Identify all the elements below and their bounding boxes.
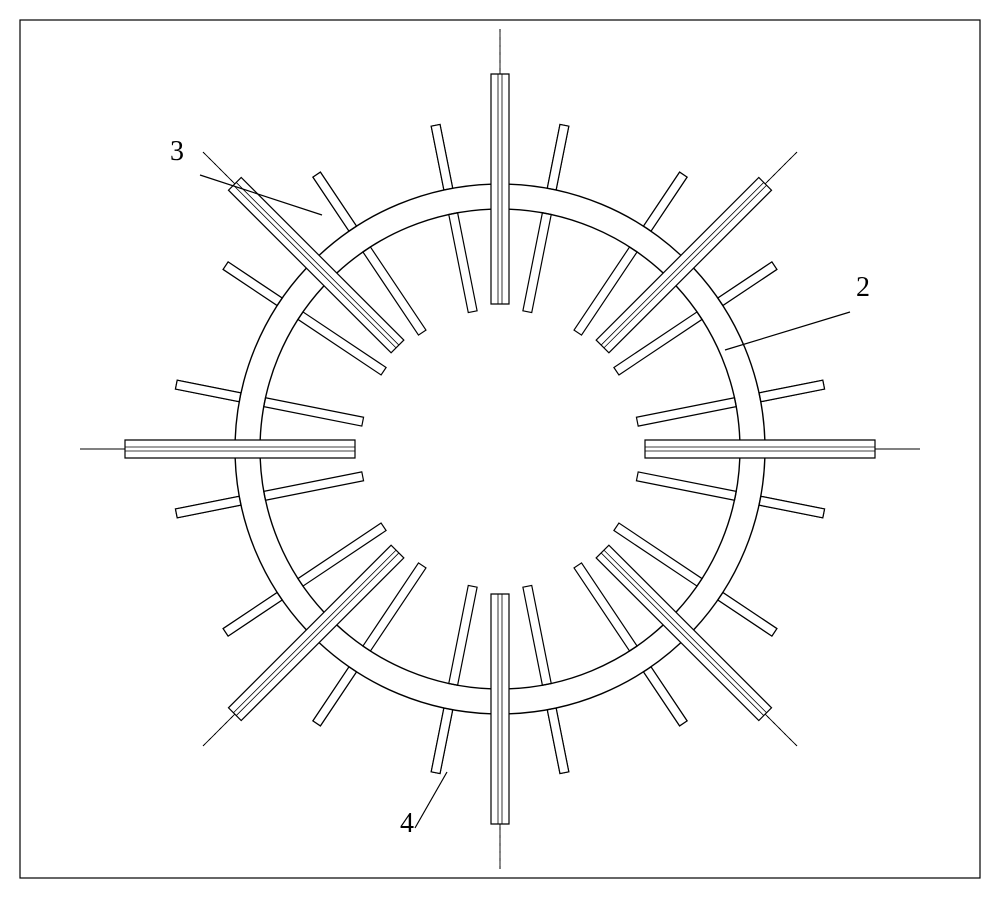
callout-label-2: 2: [856, 272, 870, 303]
leader-line: [415, 772, 447, 828]
spoke-thin-outer: [223, 592, 282, 636]
spoke-thin-outer: [643, 172, 687, 231]
spoke-thin-outer: [431, 708, 453, 774]
callout-label-3: 3: [170, 136, 184, 167]
spoke-thin-outer: [223, 262, 282, 306]
spoke-wide: [125, 440, 355, 458]
spoke-thin-outer: [547, 124, 569, 190]
spoke-thin-outer: [759, 380, 825, 402]
spoke-wide: [645, 440, 875, 458]
spoke-thin-outer: [547, 708, 569, 774]
spoke-wide: [491, 594, 509, 824]
diagram-stage: 3 2 4: [0, 0, 1000, 898]
spoke-thin-outer: [643, 667, 687, 726]
spoke-thin-outer: [759, 496, 825, 518]
diagram-svg: 3 2 4: [0, 0, 1000, 898]
spoke-thin-outer: [718, 592, 777, 636]
spoke-thin-outer: [313, 667, 357, 726]
leader-line: [725, 312, 850, 350]
callout-label-4: 4: [400, 808, 414, 839]
spoke-thin-outer: [431, 124, 453, 190]
spoke-thin-outer: [175, 496, 241, 518]
spoke-thin-outer: [175, 380, 241, 402]
spoke-wide: [491, 74, 509, 304]
spoke-thin-outer: [718, 262, 777, 306]
spoke-thin-outer: [313, 172, 357, 231]
